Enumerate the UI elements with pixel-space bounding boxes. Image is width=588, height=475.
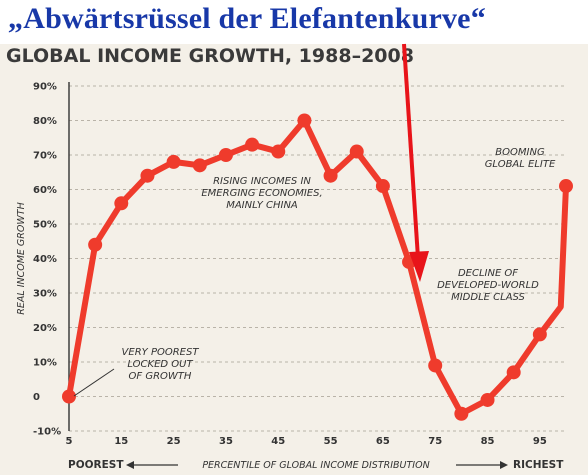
- data-point: [140, 168, 155, 183]
- data-point: [506, 365, 521, 380]
- data-point: [114, 196, 129, 211]
- y-tick-label: -10%: [33, 427, 61, 438]
- banner-title: „Abwärtsrüssel der Elefantenkurve“: [8, 2, 486, 35]
- y-tick-label: 0: [33, 392, 40, 403]
- x-axis-label: PERCENTILE OF GLOBAL INCOME DISTRIBUTION: [202, 460, 429, 471]
- x-tick-label: 45: [271, 436, 285, 447]
- annotation-leader: [73, 368, 115, 397]
- data-point: [218, 148, 233, 162]
- y-tick-label: 80%: [33, 116, 57, 127]
- data-point: [454, 406, 469, 421]
- x-tick-label: 25: [167, 436, 181, 447]
- data-point: [559, 179, 573, 194]
- annotation-line: DEVELOPED-WORLD: [437, 280, 539, 291]
- annotation-line: GLOBAL ELITE: [485, 159, 556, 170]
- gridlines: [68, 82, 566, 432]
- data-point: [271, 144, 286, 159]
- x-tick-label: 5: [66, 436, 73, 447]
- x-tick-label: 35: [219, 436, 233, 447]
- series: [62, 113, 573, 421]
- data-point: [245, 137, 260, 152]
- x-tick-label: 85: [481, 436, 495, 447]
- data-point: [349, 144, 364, 159]
- annotation-line: BOOMING: [495, 147, 545, 158]
- y-tick-label: 50%: [33, 220, 57, 231]
- y-tick-label: 90%: [33, 82, 57, 93]
- x-tick-labels: 5 15 25 35 45 55 65 75 85 95: [66, 436, 547, 447]
- y-tick-label: 30%: [33, 289, 57, 300]
- data-point: [428, 358, 443, 373]
- arrow-shaft: [402, 43, 420, 259]
- x-axis-caption: POOREST PERCENTILE OF GLOBAL INCOME DISTR…: [68, 459, 564, 471]
- y-tick-label: 70%: [33, 151, 57, 162]
- x-label-left: POOREST: [68, 459, 124, 471]
- right-arrowhead: [500, 461, 508, 469]
- left-arrowhead: [126, 461, 134, 469]
- data-point: [480, 392, 495, 407]
- data-point: [166, 154, 181, 169]
- annotation-line: EMERGING ECONOMIES,: [201, 188, 322, 199]
- y-tick-label: 20%: [33, 323, 57, 334]
- highlight-arrow: [402, 43, 429, 282]
- y-axis-label: REAL INCOME GROWTH: [16, 202, 27, 314]
- data-point: [375, 179, 390, 194]
- data-point: [532, 327, 547, 342]
- x-tick-label: 95: [533, 436, 547, 447]
- y-tick-labels: 90% 80% 70% 60% 50% 40% 30% 20% 10% 0 -10% REAL INC…: [16, 82, 61, 438]
- y-tick-label: 40%: [33, 254, 57, 265]
- annotation-line: DECLINE OF: [458, 268, 518, 279]
- arrow-head: [409, 251, 429, 282]
- x-tick-label: 65: [376, 436, 390, 447]
- x-tick-label: 15: [114, 436, 128, 447]
- y-tick-label: 10%: [33, 358, 57, 369]
- data-point: [323, 168, 338, 183]
- annotation-line: OF GROWTH: [129, 371, 192, 382]
- x-tick-label: 75: [428, 436, 442, 447]
- banner: „Abwärtsrüssel der Elefantenkurve“: [0, 0, 588, 44]
- chart-title: GLOBAL INCOME GROWTH, 1988–2008: [6, 45, 414, 67]
- annotation-line: LOCKED OUT: [127, 359, 193, 370]
- annotation-line: MIDDLE CLASS: [451, 292, 525, 303]
- x-tick-label: 55: [324, 436, 338, 447]
- y-tick-label: 60%: [33, 185, 57, 196]
- data-point: [297, 113, 312, 128]
- annotation-line: MAINLY CHINA: [226, 200, 298, 211]
- data-point: [192, 158, 207, 173]
- data-point: [62, 389, 76, 404]
- annotation-line: VERY POOREST: [122, 347, 200, 358]
- annotation-line: RISING INCOMES IN: [213, 176, 311, 187]
- x-label-right: RICHEST: [513, 459, 564, 471]
- data-point: [88, 237, 103, 252]
